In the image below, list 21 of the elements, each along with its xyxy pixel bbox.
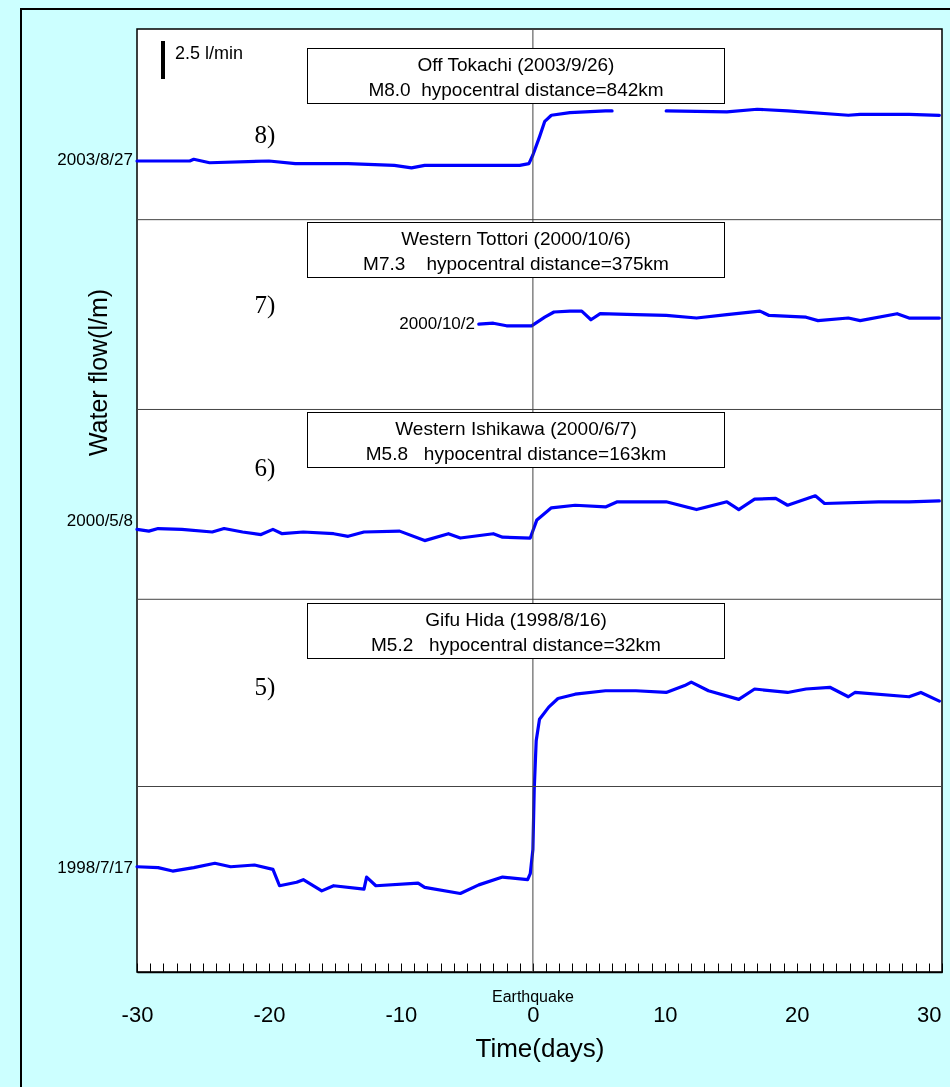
annotation: 6) <box>254 454 276 482</box>
text: 2003/8/27 <box>57 150 133 169</box>
x-tick-label: 20 <box>785 1001 810 1027</box>
text-box: Western Tottori (2000/10/6) M7.3 hypocentral distance=375km <box>307 222 725 278</box>
x-tick-label: -10 <box>385 1001 418 1027</box>
annotation: 8) <box>254 121 276 149</box>
y-axis-title: Water flow(l/m) <box>83 288 112 457</box>
annotation: 2000/10/2 <box>399 314 475 333</box>
text: 1998/7/17 <box>57 858 133 877</box>
x-tick-label: -30 <box>121 1001 154 1027</box>
x-tick-label: 10 <box>653 1001 678 1027</box>
text-box: Western Ishikawa (2000/6/7) M5.8 hypocentral distance=163km <box>307 412 725 468</box>
annotation: 5) <box>254 673 276 701</box>
x-tick-label: 30 <box>917 1001 942 1027</box>
text-box: Gifu Hida (1998/8/16) M5.2 hypocentral distance=32km <box>307 603 725 659</box>
x-axis-title: Time(days) <box>475 1032 605 1063</box>
x-tick-label: -20 <box>253 1001 286 1027</box>
annotation: 7) <box>254 291 276 319</box>
text: 2000/5/8 <box>66 511 133 530</box>
text: 2.5 l/min <box>175 43 244 63</box>
text-box: Off Tokachi (2003/9/26) M8.0 hypocentral distance=842km <box>307 48 725 104</box>
